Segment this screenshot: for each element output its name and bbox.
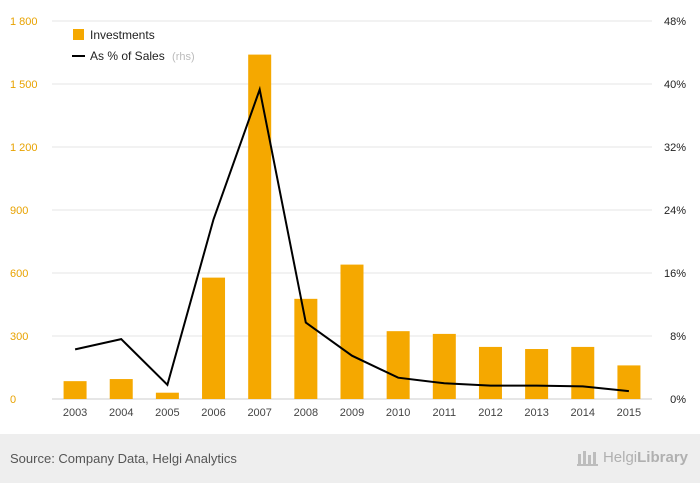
bar <box>617 365 641 399</box>
left-axis-ticks: 0 300 600 900 1 200 1 500 1 800 <box>10 16 38 406</box>
bar <box>109 379 133 399</box>
right-axis-ticks: 0% 8% 16% 24% 32% 40% 48% <box>664 16 686 406</box>
x-axis-ticks: 2003 2004 2005 2006 2007 2008 2009 2010 2011 2012… <box>63 407 641 419</box>
x-tick-label: 2008 <box>294 407 318 419</box>
left-tick-label: 900 <box>10 205 28 217</box>
bar <box>294 298 318 399</box>
bar <box>478 346 502 399</box>
bar <box>525 349 549 399</box>
right-tick-label: 0% <box>670 394 686 406</box>
bar <box>155 392 179 399</box>
x-tick-label: 2007 <box>247 407 271 419</box>
left-tick-label: 600 <box>10 268 28 280</box>
x-tick-label: 2004 <box>109 407 133 419</box>
left-tick-label: 1 500 <box>10 79 38 91</box>
x-tick-label: 2011 <box>432 407 456 419</box>
x-tick-label: 2012 <box>478 407 502 419</box>
right-tick-label: 32% <box>664 142 686 154</box>
legend-sales-pct-text: As % of Sales <box>90 49 165 63</box>
right-tick-label: 8% <box>670 331 686 343</box>
x-tick-label: 2003 <box>63 407 87 419</box>
source-text: Source: Company Data, Helgi Analytics <box>10 451 237 466</box>
legend-label-investments: Investments <box>90 28 155 42</box>
brand-logo: HelgiLibrary <box>576 448 688 466</box>
investment-bars <box>63 54 641 399</box>
footer: Source: Company Data, Helgi Analytics He… <box>0 434 700 483</box>
x-tick-label: 2010 <box>386 407 410 419</box>
left-tick-label: 300 <box>10 331 28 343</box>
brand-name: HelgiLibrary <box>602 448 688 466</box>
right-tick-label: 24% <box>664 205 686 217</box>
bar <box>432 333 456 399</box>
bar <box>202 277 226 399</box>
bar <box>248 54 272 399</box>
x-tick-label: 2009 <box>340 407 364 419</box>
bar <box>63 381 87 399</box>
x-tick-label: 2013 <box>524 407 548 419</box>
legend-swatch-investments <box>73 29 84 40</box>
left-tick-label: 1 800 <box>10 16 38 28</box>
x-tick-label: 2006 <box>201 407 225 419</box>
left-tick-label: 0 <box>10 394 16 406</box>
left-tick-label: 1 200 <box>10 142 38 154</box>
legend: Investments As % of Sales (rhs) <box>72 28 195 63</box>
right-tick-label: 48% <box>664 16 686 28</box>
bar <box>340 264 364 399</box>
x-tick-label: 2014 <box>571 407 595 419</box>
bar <box>386 331 410 399</box>
right-tick-label: 40% <box>664 79 686 91</box>
legend-sales-pct-note: (rhs) <box>172 51 195 63</box>
legend-label-sales-pct: As % of Sales (rhs) <box>90 49 195 63</box>
chart: 0 300 600 900 1 200 1 500 1 800 0% 8% 16% 24% 32% 4… <box>10 16 686 419</box>
right-tick-label: 16% <box>664 268 686 280</box>
sales-pct-line <box>74 85 630 393</box>
library-icon <box>576 451 598 466</box>
x-tick-label: 2015 <box>617 407 641 419</box>
bar <box>571 346 595 399</box>
x-tick-label: 2005 <box>155 407 179 419</box>
